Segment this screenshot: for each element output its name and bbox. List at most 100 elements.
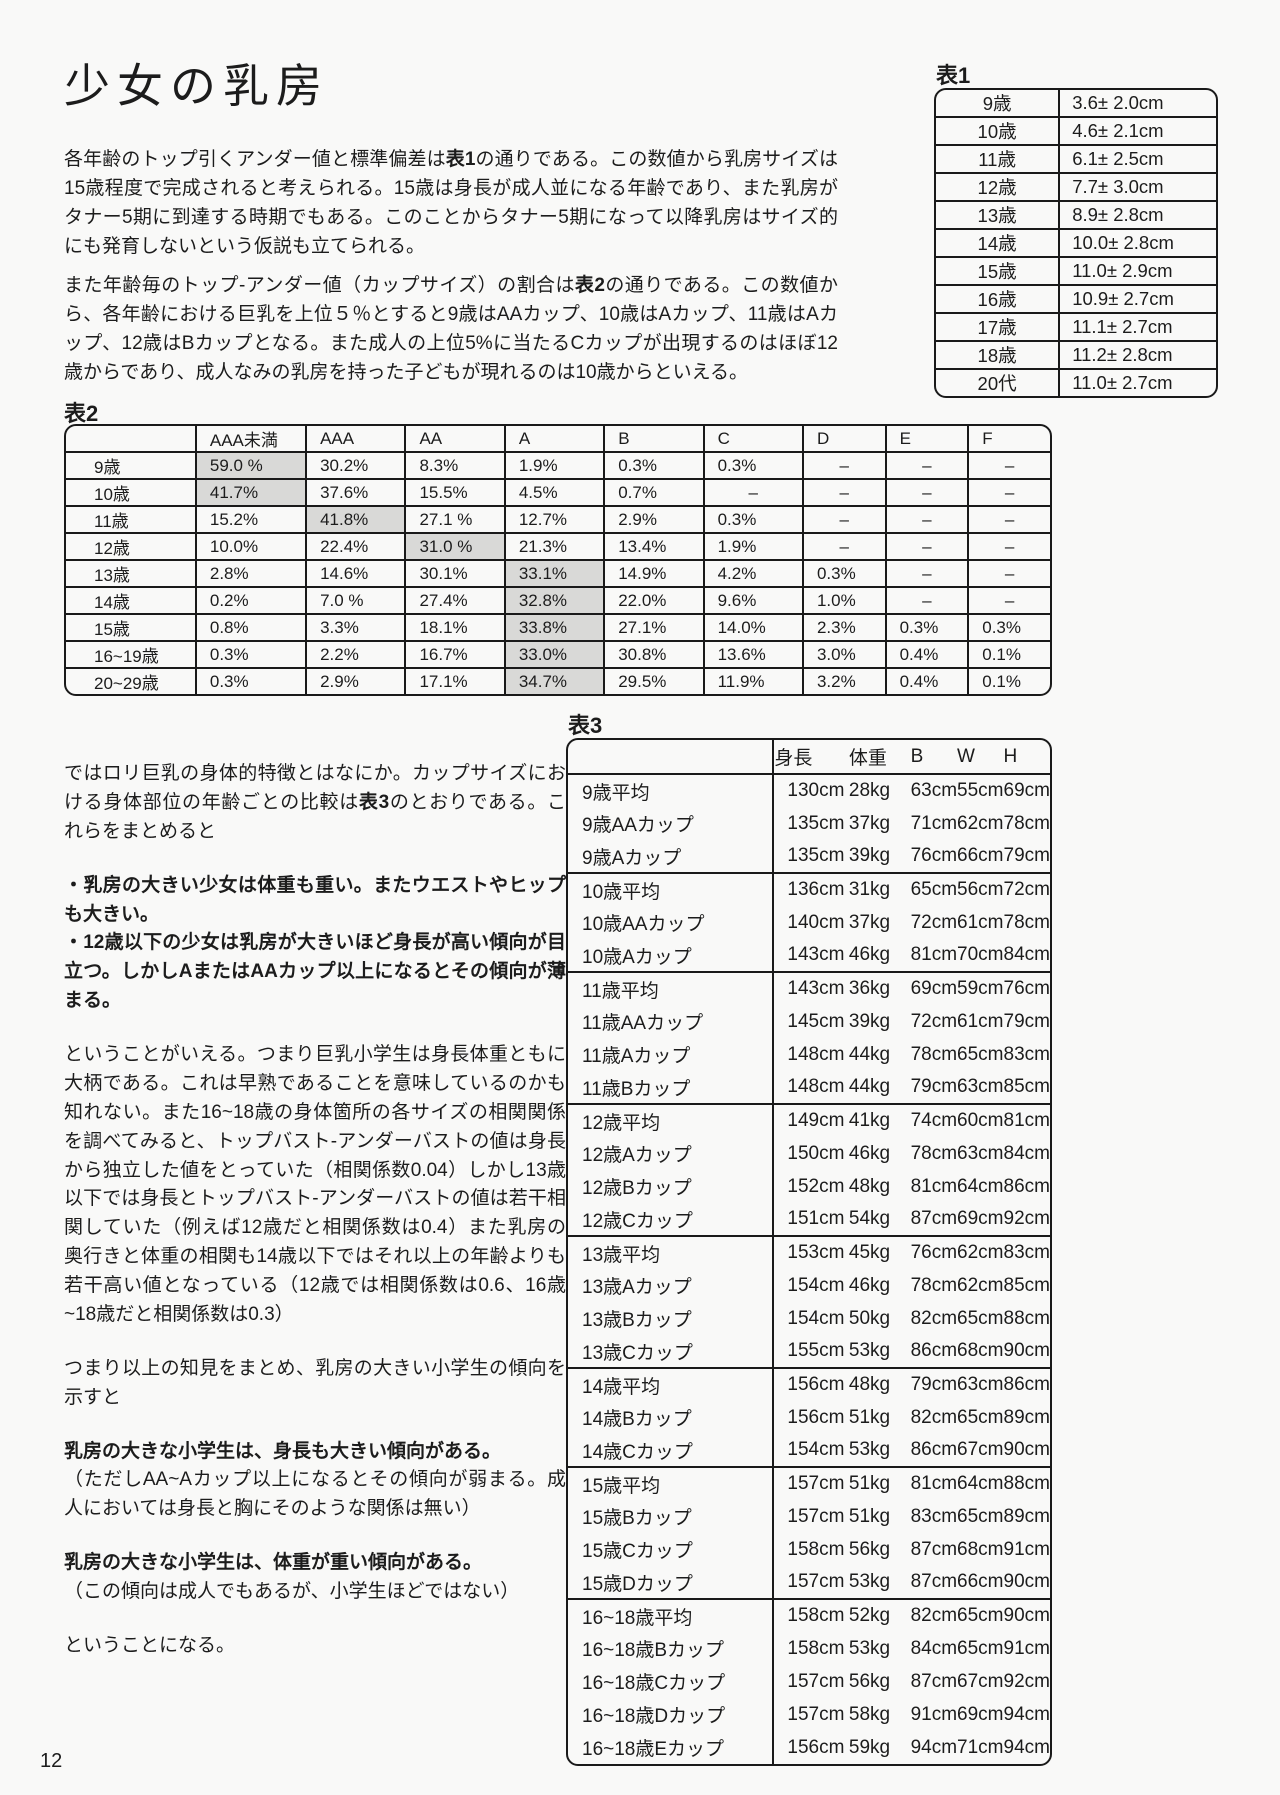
- table2-row: 11歳 15.2% 41.8% 27.1 % 12.7% 2.9% 0.3% – – –: [66, 506, 1050, 534]
- table3-cell: 53kg: [848, 1637, 891, 1659]
- table3-cell: 46kg: [848, 944, 891, 965]
- table3-row: 13歳Aカップ 154cm 46kg 78cm 62cm 85cm: [568, 1269, 1050, 1302]
- table3-cell: 69cm: [1003, 773, 1050, 807]
- table1-value-cell: 10.0± 2.8cm: [1059, 229, 1216, 258]
- table2-cell: 8.3%: [405, 452, 506, 480]
- table3-row: 12歳平均 149cm 41kg 74cm 60cm 81cm: [568, 1103, 1050, 1137]
- table3-cell: 63cm: [957, 1367, 1004, 1401]
- table3-cell: 48kg: [848, 1175, 891, 1197]
- table2-cell: –: [802, 533, 887, 561]
- table2-cell: –: [968, 560, 1050, 588]
- table3-cell: 89cm: [1003, 1406, 1050, 1428]
- table3-header-cell: 身長: [774, 748, 813, 769]
- table2-header-cell: F: [968, 426, 1050, 453]
- table3-cell: 63cm: [957, 1076, 1004, 1097]
- table3-row-label: 13歳Bカップ: [568, 1302, 775, 1335]
- table1-row: 11歳 6.1± 2.5cm: [936, 145, 1216, 174]
- table2-cell: 0.3%: [604, 452, 705, 480]
- table1-age-cell: 9歳: [936, 90, 1061, 118]
- table3-cell: 90cm: [1003, 1340, 1050, 1361]
- table3-cell: 78cm: [1003, 911, 1050, 933]
- table2-cell: –: [885, 506, 970, 534]
- table3-cell: 56cm: [957, 872, 1004, 906]
- table2-cell: 37.6%: [306, 479, 407, 507]
- table2-cell: 32.8%: [504, 587, 606, 615]
- table3-row-label: 12歳Cカップ: [568, 1203, 775, 1236]
- table2-cell: 31.0 %: [405, 533, 506, 561]
- table3-cell: 41kg: [848, 1103, 911, 1137]
- table3-cell: 91cm: [910, 1703, 958, 1725]
- table2-row-label: 16~19歳: [66, 641, 197, 669]
- text-segment: の通りである。この数値から乳房サイズは15歳程度で完成されると考えられる。15歳…: [64, 149, 838, 257]
- table2-cell: 2.9%: [306, 668, 407, 694]
- table1-age-cell: 17歳: [936, 313, 1061, 342]
- table3-row-label: 16~18歳Bカップ: [568, 1632, 775, 1665]
- table3-row: 16~18歳Eカップ 156cm 59kg 94cm 71cm 94cm: [568, 1731, 1050, 1764]
- table3-row: 11歳Aカップ 148cm 44kg 78cm 65cm 83cm: [568, 1038, 1050, 1071]
- table3-cell: 81cm: [910, 1466, 958, 1500]
- table3-cell: 148cm: [787, 1043, 845, 1065]
- table2-header-cell: AAA未満: [195, 426, 308, 453]
- table1-age-cell: 20代: [936, 369, 1061, 396]
- table3-row: 10歳Aカップ 143cm 46kg 81cm 70cm 84cm: [568, 939, 1050, 972]
- table2-header-cell: A: [504, 426, 606, 453]
- table3-cell: 85cm: [1003, 1076, 1050, 1097]
- table1-value-cell: 11.0± 2.7cm: [1072, 372, 1173, 393]
- body-paragraph-5: つまり以上の知見をまとめ、乳房の大きい小学生の傾向を示すと: [64, 1357, 566, 1408]
- table2-cell: 0.1%: [982, 671, 1021, 691]
- table3-cell: 83cm: [910, 1505, 958, 1527]
- table2-cell: 4.5%: [504, 479, 606, 507]
- table2-cell: 0.3%: [885, 614, 970, 642]
- table1-row: 18歳 11.2± 2.8cm: [936, 341, 1216, 370]
- table3-cell: 91cm: [1003, 1637, 1050, 1659]
- page-number: 12: [40, 1750, 63, 1772]
- table3-cell: 71cm: [957, 1736, 1004, 1758]
- table2-row-label: 10歳: [66, 479, 197, 507]
- table2-cell: 41.8%: [306, 506, 407, 534]
- table3-cell: 72cm: [910, 911, 958, 933]
- table3-cell: 78cm: [910, 1043, 958, 1065]
- table2-cell: 2.2%: [306, 641, 407, 669]
- table2-row-label: 15歳: [66, 614, 197, 642]
- table3-cell: 46kg: [848, 1274, 891, 1296]
- table2-cell: 30.8%: [604, 641, 705, 669]
- table2-cell: 27.4%: [405, 587, 506, 615]
- table3-cell: 90cm: [1003, 1439, 1050, 1460]
- table2-cell: –: [968, 479, 1050, 507]
- table3-cell: 79cm: [910, 1076, 958, 1097]
- table3-row: 12歳Cカップ 151cm 54kg 87cm 69cm 92cm: [568, 1203, 1050, 1236]
- table-reference: 表2: [574, 275, 605, 296]
- table2-cell: 0.3%: [195, 668, 308, 694]
- text-segment: ではロリ巨乳の身体的特徴とはなにか。カップサイズにおける身体部位の年齢ごとの比較…: [64, 763, 566, 813]
- table3-row-label: 16~18歳Dカップ: [568, 1698, 775, 1731]
- table2-header-cell: [66, 426, 197, 453]
- table2-cell: –: [885, 452, 970, 480]
- table3-cell: 91cm: [1003, 1538, 1050, 1560]
- table3-cell: 62cm: [957, 1274, 1004, 1296]
- table3-cell: 66cm: [957, 1571, 1004, 1592]
- table3-cell: 48kg: [848, 1367, 911, 1401]
- table1-age-cell: 11歳: [936, 145, 1061, 174]
- table2-cell: 0.3%: [703, 452, 804, 480]
- table1-row: 13歳 8.9± 2.8cm: [936, 201, 1216, 230]
- table3-cell: 53kg: [848, 1439, 891, 1460]
- table2-cell: 21.3%: [504, 533, 606, 561]
- table2-cell: 13.4%: [604, 533, 705, 561]
- table1-value-cell: 7.7± 3.0cm: [1059, 173, 1216, 202]
- table2-header-cell: D: [802, 426, 887, 453]
- table3-cell: 154cm: [787, 1439, 845, 1460]
- table3-cell: 143cm: [773, 971, 849, 1005]
- table2-row: 14歳 0.2% 7.0 % 27.4% 32.8% 22.0% 9.6% 1.0% – –: [66, 587, 1050, 615]
- table2-cell: 0.8%: [195, 614, 308, 642]
- table3-cell: 61cm: [957, 911, 1004, 933]
- table2-cell: 27.1%: [604, 614, 705, 642]
- table3-cell: 63cm: [910, 773, 958, 807]
- table3-cell: 82cm: [910, 1598, 958, 1632]
- table2-cell: –: [968, 506, 1050, 534]
- table2-cell: 1.9%: [504, 452, 606, 480]
- table3-row-label: 11歳Bカップ: [568, 1071, 775, 1104]
- table3-row: 13歳平均 153cm 45kg 76cm 62cm 83cm: [568, 1235, 1050, 1269]
- table2-cell: –: [885, 479, 970, 507]
- table3-cell: 135cm: [787, 845, 845, 866]
- table3-cell: 51kg: [848, 1406, 891, 1428]
